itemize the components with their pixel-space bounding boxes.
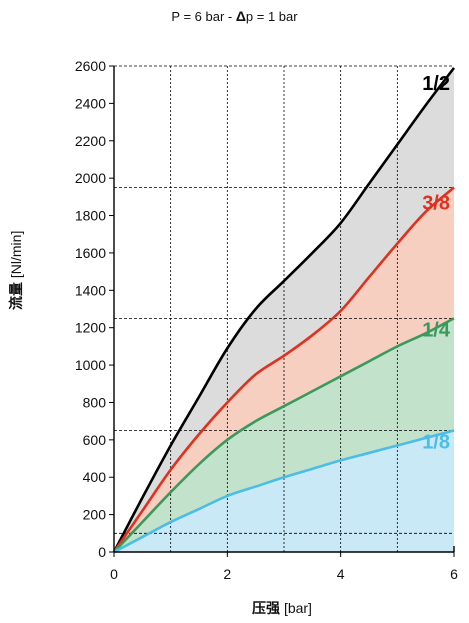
tick-labels: 0 200 400 600 800 1000 1200 1400 1600 1800 2000 220… bbox=[75, 58, 458, 582]
y-tick-label-5: 1000 bbox=[75, 357, 106, 373]
chart-title: P = 6 bar - Δp = 1 bar bbox=[0, 8, 469, 24]
x-axis-label-unit: [bar] bbox=[283, 600, 312, 616]
series-label-0: 1/2 bbox=[422, 73, 450, 95]
y-tick-label-13: 2600 bbox=[75, 58, 106, 74]
y-tick-label-3: 600 bbox=[83, 432, 107, 448]
x-tick-label-1: 2 bbox=[223, 566, 231, 582]
y-tick-label-12: 2400 bbox=[75, 95, 106, 111]
y-tick-label-11: 2200 bbox=[75, 133, 106, 149]
x-axis-label: 压强 [bar] bbox=[0, 598, 469, 618]
series-label-3: 1/8 bbox=[422, 432, 450, 454]
y-tick-label-4: 800 bbox=[83, 394, 107, 410]
y-tick-label-10: 2000 bbox=[75, 170, 106, 186]
y-axis-label-cn: 流量 bbox=[8, 282, 24, 310]
series-label-1: 3/8 bbox=[422, 193, 450, 215]
y-tick-label-0: 0 bbox=[98, 544, 106, 560]
y-tick-label-8: 1600 bbox=[75, 245, 106, 261]
x-tick-label-3: 6 bbox=[450, 566, 458, 582]
y-tick-label-9: 1800 bbox=[75, 208, 106, 224]
series-labels: 1/2 3/8 1/4 1/8 bbox=[422, 73, 451, 454]
series-label-2: 1/4 bbox=[422, 319, 451, 341]
x-tick-label-0: 0 bbox=[110, 566, 118, 582]
title-prefix: P = 6 bar - bbox=[171, 9, 236, 24]
y-tick-label-2: 400 bbox=[83, 469, 107, 485]
y-tick-label-7: 1400 bbox=[75, 282, 106, 298]
y-tick-label-1: 200 bbox=[83, 507, 107, 523]
axes bbox=[109, 65, 455, 557]
series-line-2 bbox=[113, 317, 455, 553]
series-lines bbox=[112, 67, 456, 554]
x-tick-label-2: 4 bbox=[337, 566, 345, 582]
series-line-0 bbox=[112, 67, 456, 553]
x-axis-label-cn: 压强 bbox=[252, 600, 281, 616]
y-tick-label-6: 1200 bbox=[75, 320, 106, 336]
series-line-1 bbox=[112, 186, 455, 553]
grid-lines bbox=[114, 65, 454, 552]
y-axis-label-unit: [Nl/min] bbox=[8, 230, 24, 279]
title-suffix: p = 1 bar bbox=[245, 9, 298, 24]
series-line-3 bbox=[113, 429, 455, 554]
delta-symbol: Δ bbox=[235, 8, 246, 24]
y-axis-label: 流量 [Nl/min] bbox=[6, 231, 26, 310]
